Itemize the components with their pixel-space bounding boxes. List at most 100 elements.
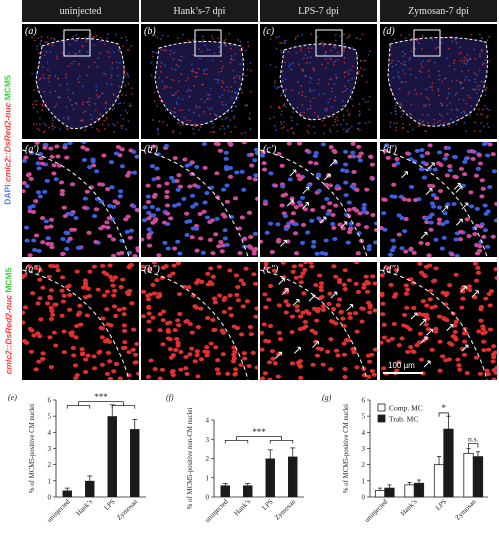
- legend-label: Comp. MC: [389, 404, 423, 413]
- dapi-label: DAPI: [3, 183, 14, 205]
- chart-panel-label: (e): [8, 393, 17, 402]
- label-sep: /: [3, 292, 14, 296]
- cmlc2-label: cmlc2::DsRed2-nuc: [3, 102, 14, 182]
- column-header: Zymosan-7 dpi: [380, 0, 497, 22]
- x-tick-label: Hank’s: [74, 498, 94, 518]
- y-tick-label: 1: [48, 477, 52, 485]
- micrograph-panel: (d″): [380, 262, 497, 380]
- chart-panel-label: (f): [166, 393, 174, 402]
- legend-label: Trab. MC: [389, 415, 418, 424]
- bar: [220, 485, 230, 497]
- y-axis-label: % of MCM5-positive CM nuclei: [29, 404, 36, 493]
- significance-bracket: [111, 401, 136, 409]
- y-tick-label: 2: [362, 461, 366, 469]
- significance-label: *: [442, 403, 447, 413]
- panel-label: (b′): [144, 144, 158, 155]
- y-tick-label: 5: [362, 413, 366, 421]
- x-tick-label: Hank’s: [232, 498, 252, 518]
- panel-label: (b″): [144, 264, 160, 275]
- y-tick-label: 2: [48, 461, 52, 469]
- panel-label: (b): [144, 26, 156, 37]
- micrograph-panel: (a″): [22, 262, 139, 380]
- bar: [404, 484, 415, 498]
- bar: [265, 458, 275, 497]
- bar: [413, 482, 425, 498]
- y-tick-label: 5: [48, 413, 52, 421]
- y-tick-label: 4: [206, 417, 210, 425]
- panel-label: (a): [25, 26, 37, 37]
- bar: [243, 485, 253, 497]
- legend-swatch: [377, 414, 386, 423]
- mcm5-label: MCM5: [3, 74, 14, 100]
- column-header: uninjected: [22, 0, 139, 22]
- x-tick-label: Zymosan: [454, 497, 478, 521]
- micrograph-panel: (b′): [141, 142, 258, 257]
- significance-bracket: [66, 401, 91, 409]
- bar-charts: (e) 0 1 2 3 4 5 6 % of MCM5-positive CM nuclei un…: [8, 392, 488, 524]
- column-header: LPS-7 dpi: [260, 0, 377, 22]
- panel-label: (a″): [25, 264, 41, 275]
- x-tick-label: Zymosan: [273, 497, 297, 521]
- micrograph-panel: (c″): [260, 262, 377, 380]
- micrograph-panel: (c′): [260, 142, 377, 257]
- significance-bracket: [438, 412, 449, 417]
- significance-bracket: [468, 443, 479, 448]
- bar: [62, 490, 72, 497]
- bar: [374, 490, 386, 498]
- significance-label: ***: [252, 427, 266, 437]
- y-tick-label: 6: [48, 397, 52, 405]
- cmlc2-label: cmlc2::DsRed2-nuc: [3, 295, 14, 375]
- bar: [288, 456, 298, 497]
- row-label-red-green: cmlc2::DsRed2-nuc/MCM5: [0, 262, 16, 380]
- panel-label: (d): [383, 26, 395, 37]
- micrograph-panel: (b″): [141, 262, 258, 380]
- panel-label: (a′): [25, 144, 39, 155]
- bar: [384, 487, 395, 498]
- bar: [130, 429, 140, 497]
- x-tick-label: uninjected: [363, 497, 390, 524]
- chart-panel-label: (g): [322, 393, 332, 402]
- panel-label: (c): [263, 26, 275, 37]
- mcm5-label: MCM5: [3, 267, 14, 293]
- micrograph-panel: (d′): [380, 142, 497, 257]
- x-tick-label: LPS: [434, 498, 448, 512]
- y-tick-label: 3: [362, 445, 366, 453]
- micrograph-panel: (b): [141, 24, 258, 139]
- panel-label: (d′): [383, 144, 397, 155]
- y-tick-label: 0: [48, 494, 52, 502]
- panel-label: (c′): [263, 144, 277, 155]
- y-tick-label: 0: [362, 494, 366, 502]
- bar: [107, 416, 117, 497]
- legend-swatch: [377, 403, 386, 412]
- y-axis-label: % of MCM5-positive CM nuclei: [343, 404, 350, 493]
- significance-label: ***: [94, 392, 108, 402]
- x-tick-label: LPS: [102, 498, 116, 512]
- micrograph-panel: (d): [380, 24, 497, 139]
- scale-bar: [383, 372, 423, 374]
- x-tick-label: Zymosan: [115, 497, 139, 521]
- significance-label: n.s.: [468, 435, 479, 444]
- bar: [463, 452, 474, 498]
- scale-bar-label: 100 µm: [388, 361, 415, 370]
- bar: [472, 456, 484, 498]
- y-tick-label: 4: [48, 429, 52, 437]
- significance-bracket: [224, 436, 249, 444]
- bar: [85, 480, 95, 497]
- x-tick-label: Hank’s: [399, 498, 419, 518]
- y-axis-label: % of MCM5-positive non-CM nuclei: [187, 408, 194, 510]
- x-tick-label: LPS: [260, 498, 274, 512]
- micrograph-panel: (c): [260, 24, 377, 139]
- panel-label: (c″): [263, 264, 279, 275]
- y-tick-label: 2: [206, 455, 210, 463]
- y-tick-label: 1: [362, 477, 366, 485]
- bar: [443, 428, 454, 498]
- y-tick-label: 6: [362, 397, 366, 405]
- micrograph-panel: (a): [22, 24, 139, 139]
- y-tick-label: 1: [206, 474, 210, 482]
- bar: [433, 464, 445, 498]
- row-label-merged: DAPI/cmlc2::DsRed2-nuc/MCM5: [0, 22, 16, 257]
- micrograph-panel: (a′): [22, 142, 139, 257]
- y-tick-label: 0: [206, 494, 210, 502]
- column-header: Hank’s-7 dpi: [141, 0, 258, 22]
- y-tick-label: 3: [48, 445, 52, 453]
